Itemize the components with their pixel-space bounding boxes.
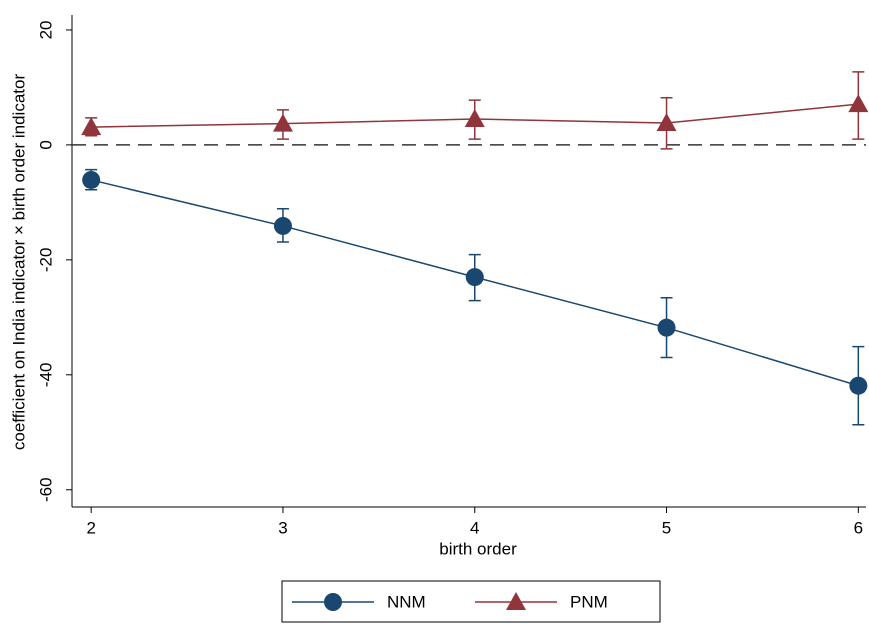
- legend-label: NNM: [387, 592, 426, 611]
- y-tick-label: -60: [36, 477, 55, 502]
- data-point: [81, 117, 102, 136]
- x-tick-label: 5: [662, 518, 671, 537]
- data-point: [848, 94, 869, 113]
- x-tick-label: 3: [278, 518, 287, 537]
- y-tick-label: -20: [36, 248, 55, 273]
- y-tick-label: 0: [36, 140, 55, 149]
- y-tick-label: -40: [36, 363, 55, 388]
- data-point: [273, 216, 292, 235]
- y-tick-label: 20: [36, 20, 55, 39]
- data-point: [656, 113, 677, 132]
- data-point: [272, 113, 293, 132]
- y-axis-label: coefficient on India indicator × birth o…: [9, 74, 28, 451]
- x-tick-label: 2: [86, 518, 95, 537]
- data-point: [82, 170, 101, 189]
- data-point: [464, 109, 485, 128]
- x-tick-label: 4: [470, 518, 479, 537]
- data-point: [849, 376, 868, 395]
- x-axis-label: birth order: [439, 539, 517, 558]
- legend-marker: [506, 592, 526, 610]
- legend-marker: [324, 593, 342, 611]
- x-tick-label: 6: [854, 518, 863, 537]
- data-point: [465, 268, 484, 287]
- legend-label: PNM: [570, 592, 608, 611]
- data-point: [657, 318, 676, 337]
